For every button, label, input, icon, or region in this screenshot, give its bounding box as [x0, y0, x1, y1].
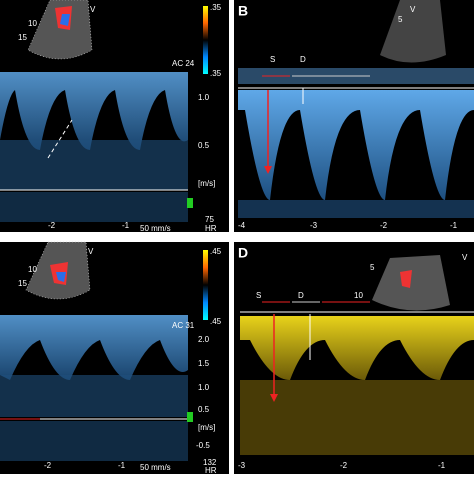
axis-label: 0.5: [198, 141, 210, 150]
probe-label: V: [462, 253, 468, 262]
time-label: -1: [122, 221, 130, 230]
panel-b: B V 5 S D -4 -3 -2 -1: [234, 0, 474, 232]
time-label: -1: [450, 221, 458, 230]
ac-label: AC 24: [172, 59, 195, 68]
time-label: -3: [310, 221, 318, 230]
time-label: -2: [44, 461, 52, 470]
panel-a: V 10 15 .35 .35 AC 24 1.0 0.5 [m/s] 75 H…: [0, 0, 229, 233]
depth-label: 15: [18, 33, 27, 42]
probe-label: V: [88, 247, 94, 256]
time-label: -1: [438, 461, 446, 470]
probe-label: V: [90, 5, 96, 14]
time-label: -2: [48, 221, 56, 230]
axis-label: 1.0: [198, 383, 210, 392]
axis-label: -0.5: [196, 441, 210, 450]
time-label: -3: [238, 461, 246, 470]
panel-d: D V 5 10 S D -3 -2 -1: [234, 242, 474, 474]
s-label: S: [256, 291, 261, 300]
depth-label: 10: [28, 19, 37, 28]
depth-label: 5: [370, 263, 375, 272]
hr-value: 75: [205, 215, 214, 224]
time-label: -2: [340, 461, 348, 470]
scale-label: .45: [210, 247, 222, 256]
s-label: S: [270, 55, 275, 64]
panel-label: B: [238, 3, 248, 19]
axis-label: 2.0: [198, 335, 210, 344]
depth-label: 15: [18, 279, 27, 288]
panel-label: D: [238, 245, 248, 261]
axis-label: 1.5: [198, 359, 210, 368]
depth-label: 5: [398, 15, 403, 24]
time-label: -1: [118, 461, 126, 470]
axis-label: 0.5: [198, 405, 210, 414]
unit-label: [m/s]: [198, 179, 215, 188]
hr-label: HR: [205, 224, 217, 233]
time-label: -2: [380, 221, 388, 230]
panel-c: V 10 15 .45 .45 AC 31 2.0 1.5 1.0 0.5 [m…: [0, 241, 229, 475]
scale-label: .35: [210, 69, 222, 78]
time-label: -4: [238, 221, 246, 230]
d-label: D: [298, 291, 304, 300]
speed-label: 50 mm/s: [140, 224, 171, 233]
axis-label: 1.0: [198, 93, 210, 102]
probe-label: V: [410, 5, 416, 14]
ac-label: AC 31: [172, 321, 195, 330]
hr-label: HR: [205, 466, 217, 474]
d-label: D: [300, 55, 306, 64]
depth-label: 10: [354, 291, 363, 300]
scale-label: .35: [210, 3, 222, 12]
scale-label: .45: [210, 317, 222, 326]
speed-label: 50 mm/s: [140, 463, 171, 472]
unit-label: [m/s]: [198, 423, 215, 432]
depth-label: 10: [28, 265, 37, 274]
hr-value: 132: [203, 458, 217, 467]
